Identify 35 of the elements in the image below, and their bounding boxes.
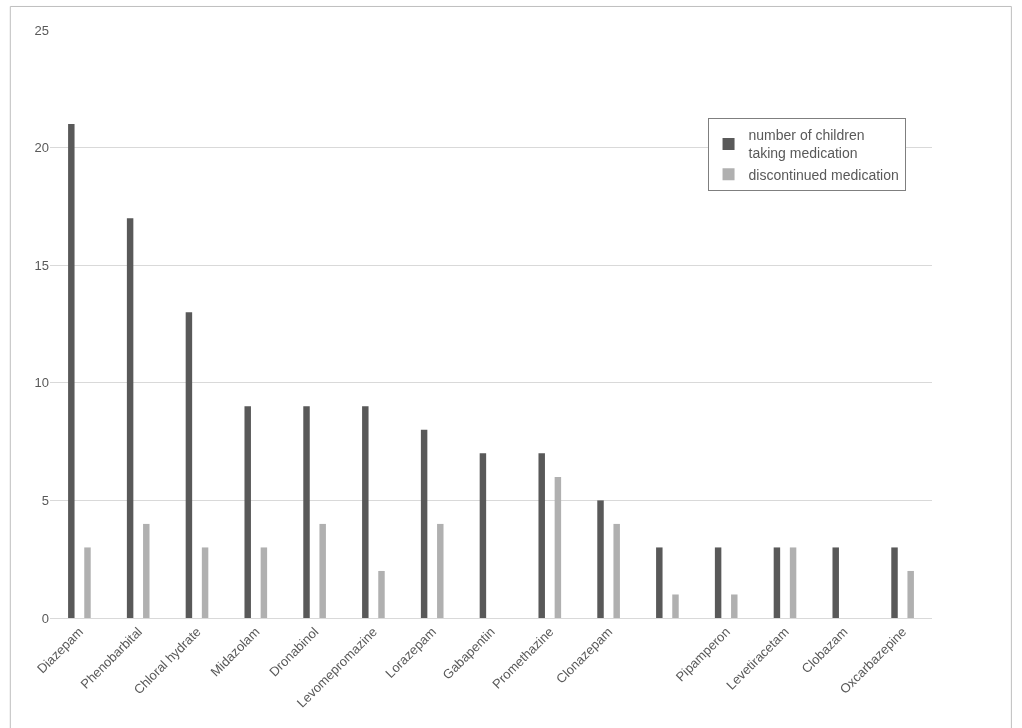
bar [479,453,487,618]
bar [303,406,310,618]
y-tick-label: 25 [34,22,49,38]
bar [260,547,268,618]
bar [613,523,620,618]
bar [378,570,385,618]
bar [907,570,914,618]
bar [143,523,150,618]
bar [185,312,193,618]
bar [244,406,251,618]
bar [201,547,209,618]
bar [731,594,738,618]
bar [554,476,562,618]
bar [437,523,444,618]
bar [420,429,428,618]
bar [891,547,898,618]
bar [597,500,604,618]
y-tick-label: 20 [34,140,49,156]
bar [672,594,679,618]
bar [773,547,781,618]
bar [84,547,91,618]
bar [714,547,722,618]
bar [789,547,797,618]
bar [832,547,839,618]
legend-label: discontinued medication [748,166,899,183]
bar [656,547,663,618]
bar [68,124,75,618]
y-tick-label: 0 [41,610,49,626]
bar [319,523,326,618]
y-tick-label: 15 [34,257,49,273]
bar [126,218,134,618]
y-tick-label: 5 [41,492,49,508]
y-tick-label: 10 [34,375,49,391]
bar [362,406,369,618]
bar [538,453,545,618]
